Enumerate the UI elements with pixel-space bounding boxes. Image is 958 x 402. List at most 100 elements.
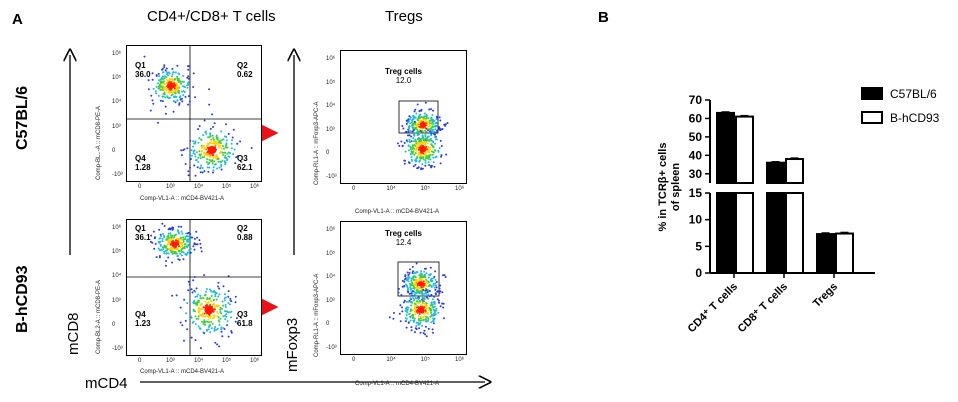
x-tick-label: 0	[352, 357, 356, 363]
q3-label: Q3 61.8	[237, 310, 253, 328]
flow-plot-1: Q1 36.0 Q2 0.62 Q4 1.28 Q3 62.1	[126, 45, 262, 182]
panel-b-letter: B	[598, 9, 609, 26]
q1-label: Q1 36.1	[135, 224, 151, 242]
flow-density-1	[127, 46, 261, 181]
column-title-cd4-cd8: CD4+/CD8+ T cells	[147, 8, 276, 25]
y-tick-label: 50	[689, 130, 703, 144]
q2-label: Q2 0.88	[237, 224, 253, 242]
x-tick-label: 10⁴	[386, 357, 396, 363]
x-tick-label: 10⁵	[420, 357, 430, 363]
treg-gate-label-1: Treg cells 12.0	[385, 67, 422, 85]
y-tick-label: 10⁶	[326, 56, 336, 62]
x-tick-label: 10⁶	[455, 357, 465, 363]
x-tick-label: CD4⁺ T cells	[686, 281, 741, 336]
y-tick-label: 10⁶	[112, 51, 122, 57]
y-tick-label: 0	[326, 150, 330, 157]
x-tick-label: 10³	[166, 184, 175, 190]
q4-label: Q4 1.28	[135, 154, 151, 172]
x-tick-label: Tregs	[811, 281, 840, 310]
y-tick-label: 10	[689, 213, 703, 227]
bar	[766, 161, 785, 185]
bar	[785, 158, 804, 185]
x-tick-label: 0	[352, 186, 356, 192]
y-tick-label: 0	[326, 321, 330, 328]
y-axis-label: % in TCRβ+ cellsof spleen	[657, 143, 682, 232]
x-tick-label: 0	[138, 184, 142, 190]
x-axis-word-mcd4: mCD4	[85, 375, 128, 392]
flow-plot-1-y-label: Comp-BL..-A :: mCD8-PE-A	[96, 105, 102, 180]
q2-label: Q2 0.62	[237, 61, 253, 79]
y-tick-label: 40	[689, 148, 703, 162]
y-tick-label: -10³	[112, 172, 123, 178]
legend-label: B-hCD93	[890, 111, 940, 125]
bar	[735, 115, 754, 184]
flow-plot-1-x-label: Comp-VL1-A :: mCD4-BV421-A	[140, 196, 225, 202]
y-tick-label: 10⁶	[326, 227, 336, 233]
treg-plot-2-y-label: Comp-RL1-A :: mFoxp3-APC-A	[314, 273, 320, 357]
x-tick-label: 10⁵	[222, 358, 232, 364]
legend-swatch	[861, 111, 883, 124]
y-tick-label: 10⁴	[326, 274, 336, 281]
x-tick-label: 10⁶	[250, 184, 260, 190]
bar-lower-segment	[766, 192, 785, 274]
x-tick-label: 10³	[166, 358, 175, 364]
y-tick-label: 10³	[326, 126, 335, 133]
treg-density-2	[388, 261, 447, 338]
y-tick-label: 10³	[112, 297, 121, 304]
x-tick-label: 10⁵	[222, 184, 232, 190]
panel-a-letter: A	[12, 11, 23, 28]
bar	[716, 111, 735, 184]
q3-label: Q3 62.1	[237, 154, 253, 172]
y-tick-label: 15	[689, 186, 703, 200]
y-axis-word-mfoxp3: mFoxp3	[284, 317, 301, 372]
legend-swatch	[861, 87, 883, 100]
y-tick-label: 10⁵	[112, 75, 122, 82]
treg-plot-1-y-label: Comp-RL1-A :: mFoxp3-APC-A	[314, 101, 320, 185]
y-tick-label: 10³	[112, 123, 121, 130]
bar-lower-segment	[716, 192, 735, 274]
treg-plot-2: Treg cells 12.4	[340, 221, 467, 355]
column-title-tregs: Tregs	[385, 8, 423, 25]
y-tick-label: 30	[689, 167, 703, 181]
flow-plot-2: Q1 36.1 Q2 0.88 Q4 1.23 Q3 61.8	[126, 219, 262, 356]
treg-plot-2-x-label: Comp-VL1-A :: mCD4-BV421-A	[355, 381, 440, 387]
flow-plot-2-y-label: Comp-BL2-A :: mCD8-PE-A	[96, 279, 102, 354]
legend-label: C57BL/6	[890, 87, 937, 101]
x-tick-label: 10⁴	[194, 358, 204, 364]
x-tick-label: 10⁴	[386, 186, 396, 192]
q4-label: Q4 1.23	[135, 310, 151, 328]
y-tick-label: -10³	[326, 174, 337, 180]
bar-lower-segment	[735, 192, 754, 274]
flow-plot-2-x-label: Comp-VL1-A :: mCD4-BV421-A	[140, 369, 225, 375]
bar-lower-segment	[785, 192, 804, 274]
y-tick-label: 10⁴	[112, 99, 122, 106]
y-tick-label: 10⁶	[112, 225, 122, 231]
y-tick-label: 10⁵	[326, 250, 336, 257]
y-tick-label: 0	[695, 266, 702, 280]
y-tick-label: 10⁴	[112, 273, 122, 280]
flow-density-2	[127, 220, 261, 355]
treg-gate-label-2: Treg cells 12.4	[385, 229, 422, 247]
x-tick-label: CD8⁺ T cells	[736, 281, 791, 336]
y-tick-label: 0	[112, 147, 116, 154]
bar-chart: 30 40 50 60 70 0 5 10 15 % in TCRβ+ cellsof splee…	[657, 87, 940, 336]
treg-plot-1: Treg cells 12.0	[340, 50, 467, 184]
y-tick-label: -10³	[112, 346, 123, 352]
q1-label: Q1 36.0	[135, 61, 151, 79]
y-tick-label: 10⁵	[326, 79, 336, 86]
bar	[816, 233, 835, 274]
x-tick-label: 10⁶	[455, 186, 465, 192]
y-axis-word-mcd8: mCD8	[65, 312, 82, 355]
treg-plot-1-x-label: Comp-VL1-A :: mCD4-BV421-A	[355, 209, 440, 215]
y-tick-label: 10³	[326, 297, 335, 304]
y-tick-label: 10⁴	[326, 103, 336, 110]
y-tick-label: 70	[689, 93, 703, 107]
treg-density-1	[396, 100, 449, 171]
x-tick-label: 10⁶	[250, 358, 260, 364]
y-tick-label: 0	[112, 321, 116, 328]
y-tick-label: 10⁵	[112, 249, 122, 256]
y-tick-label: -10³	[326, 345, 337, 351]
x-tick-label: 10⁴	[194, 184, 204, 190]
x-tick-label: 0	[138, 358, 142, 364]
